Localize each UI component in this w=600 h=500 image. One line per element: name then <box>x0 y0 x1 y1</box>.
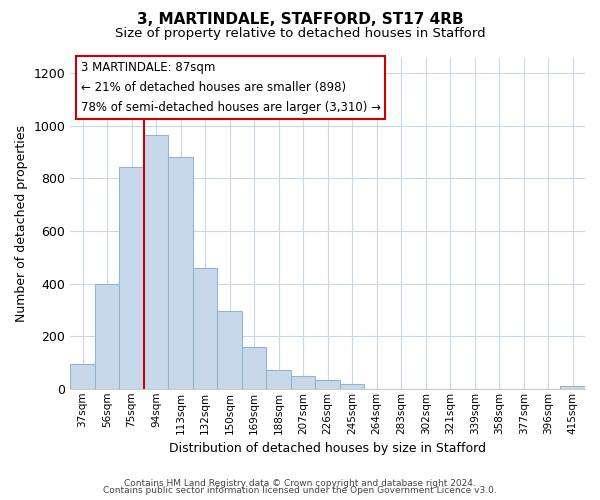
Bar <box>193 268 217 389</box>
Bar <box>316 380 340 389</box>
Bar <box>95 284 119 389</box>
Bar <box>340 384 364 389</box>
Bar <box>242 346 266 389</box>
Bar <box>144 135 169 389</box>
Text: 3 MARTINDALE: 87sqm
← 21% of detached houses are smaller (898)
78% of semi-detac: 3 MARTINDALE: 87sqm ← 21% of detached ho… <box>80 61 380 114</box>
Bar <box>70 364 95 389</box>
Text: Size of property relative to detached houses in Stafford: Size of property relative to detached ho… <box>115 28 485 40</box>
Bar <box>266 370 291 389</box>
Text: Contains public sector information licensed under the Open Government Licence v3: Contains public sector information licen… <box>103 486 497 495</box>
Bar <box>169 158 193 389</box>
Bar <box>217 311 242 389</box>
X-axis label: Distribution of detached houses by size in Stafford: Distribution of detached houses by size … <box>169 442 486 455</box>
Text: Contains HM Land Registry data © Crown copyright and database right 2024.: Contains HM Land Registry data © Crown c… <box>124 478 476 488</box>
Bar <box>119 166 144 389</box>
Bar <box>291 376 316 389</box>
Text: 3, MARTINDALE, STAFFORD, ST17 4RB: 3, MARTINDALE, STAFFORD, ST17 4RB <box>137 12 463 28</box>
Bar <box>560 386 585 389</box>
Y-axis label: Number of detached properties: Number of detached properties <box>15 124 28 322</box>
